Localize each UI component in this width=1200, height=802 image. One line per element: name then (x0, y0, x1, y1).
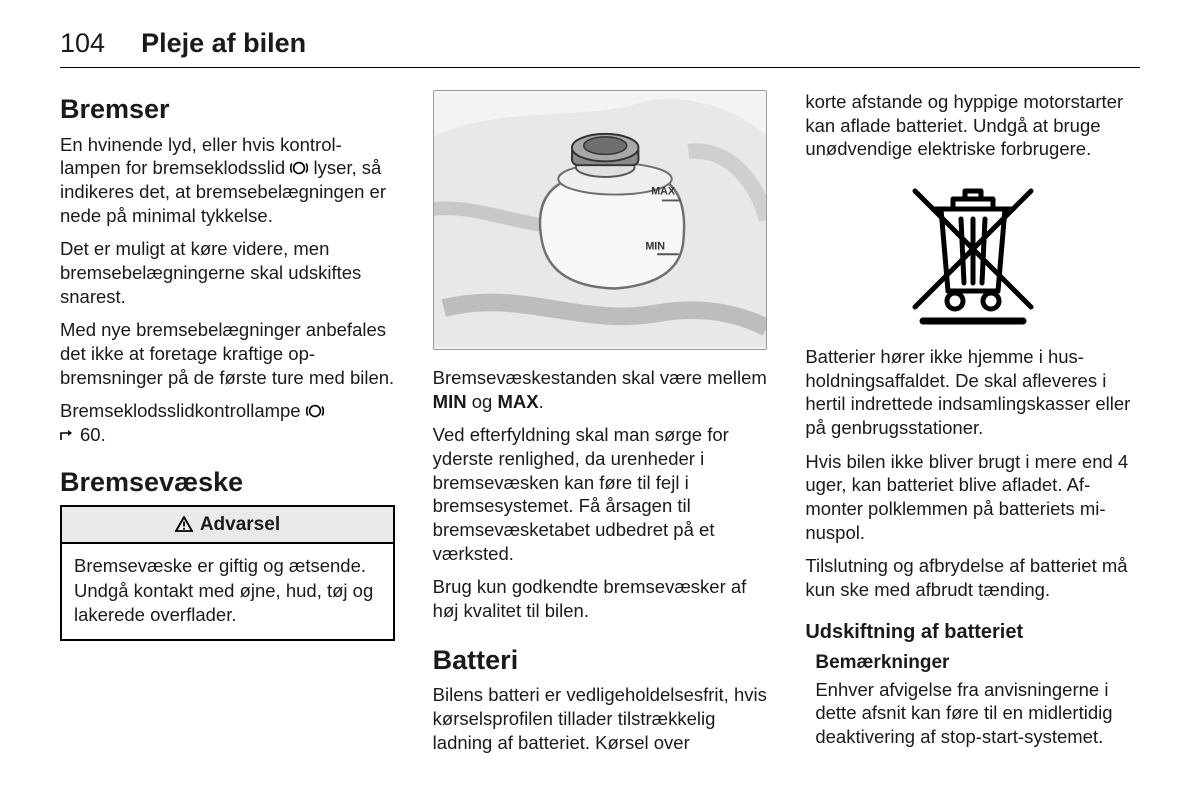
page-number: 104 (60, 28, 105, 59)
fluid-p1-a: Bremsevæskestanden skal være mellem (433, 367, 767, 388)
fig-min-label: MIN (645, 240, 665, 252)
battery-p4: Tilslutning og afbrydelse af batteriet m… (805, 554, 1140, 601)
warning-box: Advarsel Bremsevæske er giftig og æt­sen… (60, 505, 395, 640)
warning-header: Advarsel (62, 507, 393, 544)
brakes-ref-page: 60 (80, 424, 101, 445)
warning-body: Bremsevæske er giftig og æt­sende. Undgå… (62, 544, 393, 638)
brakes-p4-a: Bremseklodsslidkontrollampe (60, 400, 306, 421)
heading-battery: Batteri (433, 643, 768, 678)
battery-p3: Hvis bilen ikke bliver brugt i mere end … (805, 450, 1140, 545)
content-columns: Bremser En hvinende lyd, eller hvis kont… (60, 90, 1140, 754)
fluid-level-p1: Bremsevæskestanden skal være mellem MIN … (433, 366, 768, 413)
page-title: Pleje af bilen (141, 28, 306, 59)
heading-brakes: Bremser (60, 92, 395, 127)
notes-p: Enhver afvigelse fra anvisningerne i det… (815, 678, 1140, 749)
fluid-p1-min: MIN (433, 391, 467, 412)
brakes-p2: Det er muligt at køre videre, men bremse… (60, 237, 395, 308)
column-2: MAX MIN Bremsevæskestanden skal være mel… (433, 90, 768, 754)
page-header: 104 Pleje af bilen (60, 28, 1140, 68)
brakes-p4: Bremseklodsslidkontrollampe 60. (60, 399, 395, 448)
fluid-p1-end: . (539, 391, 544, 412)
brake-wear-icon (306, 402, 324, 420)
fluid-p1-max: MAX (497, 391, 538, 412)
brakes-p1: En hvinende lyd, eller hvis kontrol­lamp… (60, 133, 395, 228)
brake-fluid-reservoir-figure: MAX MIN (433, 90, 768, 350)
column-3: korte afstande og hyppige motorstar­ter … (805, 90, 1140, 754)
warning-title: Advarsel (200, 514, 280, 535)
heading-brake-fluid: Bremsevæske (60, 465, 395, 500)
column-1: Bremser En hvinende lyd, eller hvis kont… (60, 90, 395, 754)
battery-p2: Batterier hører ikke hjemme i hus­holdni… (805, 345, 1140, 440)
brakes-p3: Med nye bremsebelægninger anbe­fales det… (60, 318, 395, 389)
battery-p1: Bilens batteri er vedligeholdelsesfrit, … (433, 683, 768, 754)
fluid-p2: Ved efterfyldning skal man sørge for yde… (433, 423, 768, 565)
fluid-p3: Brug kun godkendte bremsevæsker af høj k… (433, 575, 768, 622)
heading-notes: Bemærkninger (815, 651, 1140, 675)
no-household-waste-icon (895, 171, 1051, 327)
brake-wear-icon (290, 159, 308, 177)
heading-replace-battery: Udskiftning af batteriet (805, 620, 1140, 646)
warning-triangle-icon (175, 514, 198, 535)
fluid-p1-mid: og (467, 391, 498, 412)
fig-max-label: MAX (651, 186, 676, 198)
battery-p1-cont: korte afstande og hyppige motorstar­ter … (805, 90, 1140, 161)
reference-arrow-icon (60, 425, 76, 449)
